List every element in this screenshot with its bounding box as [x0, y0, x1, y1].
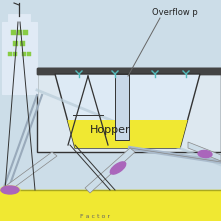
- Polygon shape: [55, 74, 200, 148]
- Ellipse shape: [110, 162, 126, 174]
- Bar: [22, 52, 26, 56]
- Bar: [37, 68, 221, 74]
- Ellipse shape: [0, 185, 21, 195]
- Bar: [13, 52, 17, 56]
- Bar: [13, 41, 18, 46]
- Bar: [8, 52, 12, 56]
- Text: F a c t o r: F a c t o r: [80, 214, 110, 219]
- Bar: [0, 190, 221, 221]
- Ellipse shape: [198, 151, 212, 158]
- Polygon shape: [188, 142, 221, 161]
- Bar: [17, 30, 22, 35]
- Bar: [37, 68, 221, 74]
- Bar: [11, 30, 16, 35]
- Polygon shape: [67, 120, 188, 148]
- Bar: [27, 52, 31, 56]
- Bar: [115, 74, 129, 140]
- Polygon shape: [85, 148, 135, 193]
- Bar: [8, 14, 30, 34]
- Bar: [23, 30, 28, 35]
- Bar: [2, 22, 37, 94]
- Text: Hopper: Hopper: [90, 125, 130, 135]
- Polygon shape: [3, 152, 57, 192]
- Text: Overflow p: Overflow p: [152, 8, 198, 17]
- Ellipse shape: [1, 186, 19, 194]
- Bar: [20, 41, 25, 46]
- Bar: [37, 68, 221, 152]
